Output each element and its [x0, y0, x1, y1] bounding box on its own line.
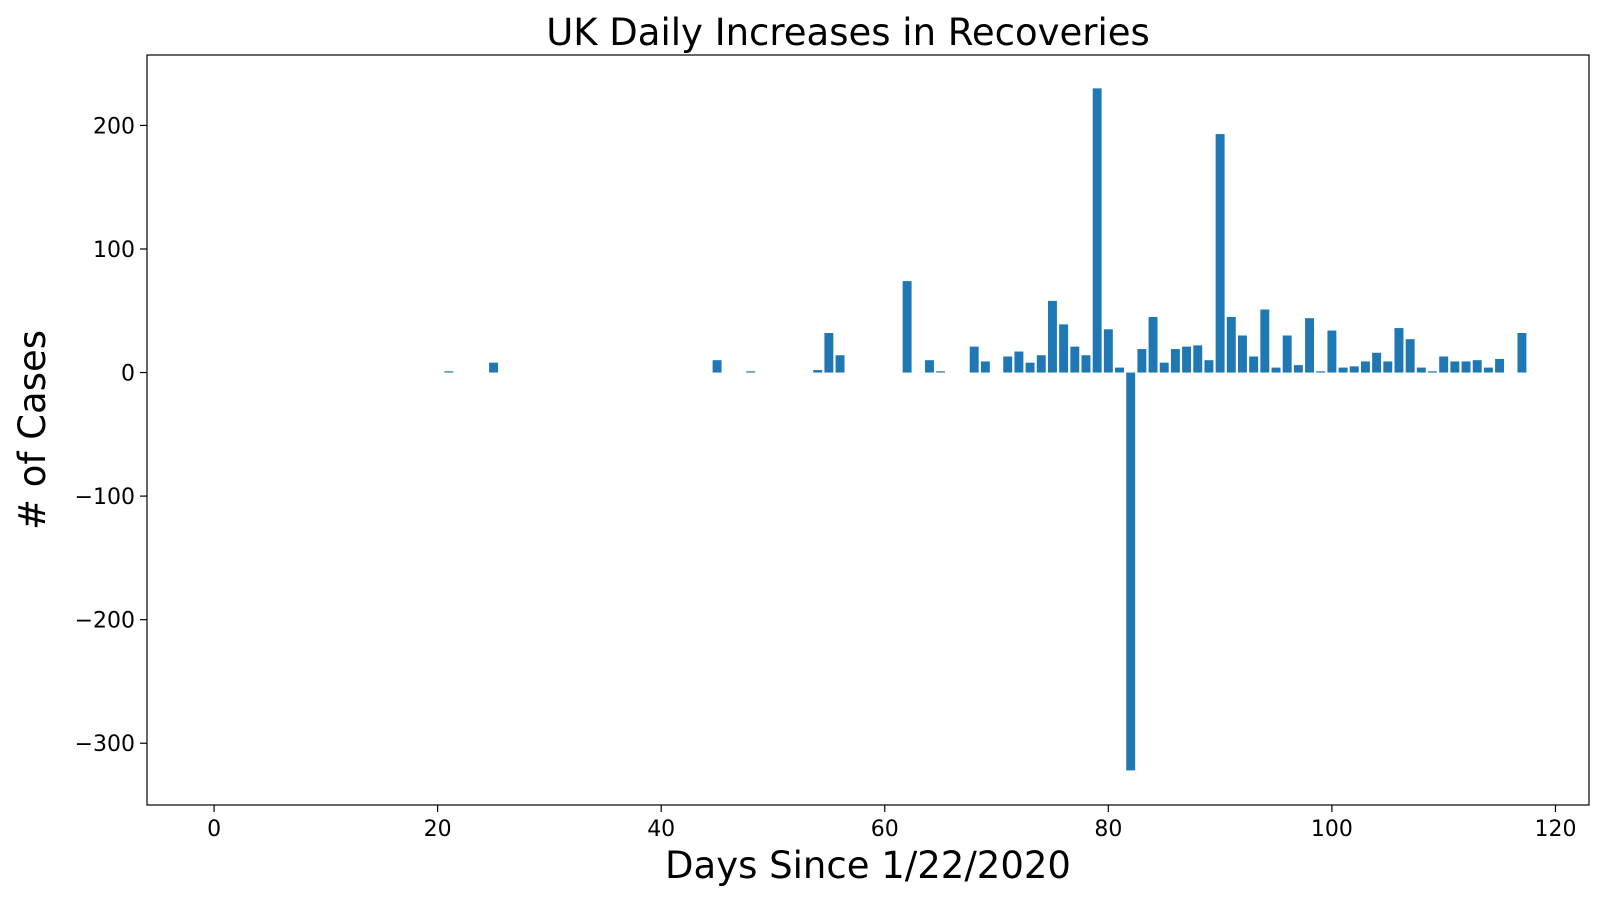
x-axis-ticks: 0 20 40 60 80 100 120: [207, 805, 1576, 842]
bar: [1461, 361, 1471, 373]
bar: [1439, 356, 1449, 373]
y-axis-ticks: −300 −200 −100 0 100 200: [75, 114, 147, 757]
bar: [1517, 333, 1527, 373]
bar: [1238, 335, 1247, 373]
bar: [902, 281, 912, 373]
x-tick-label: 80: [1094, 817, 1122, 842]
bar: [1416, 367, 1426, 373]
bar: [1316, 371, 1326, 373]
bar: [1148, 316, 1158, 373]
y-axis-label: # of Cases: [11, 330, 54, 530]
bar: [1126, 372, 1136, 771]
bar: [1360, 361, 1370, 373]
bar: [1327, 330, 1337, 373]
bar: [1003, 356, 1013, 373]
bar: [824, 333, 834, 373]
bar: [1394, 328, 1404, 373]
bar: [1170, 349, 1180, 373]
bar: [1249, 356, 1259, 373]
bar: [1293, 365, 1303, 373]
bar: [1070, 346, 1080, 373]
y-tick-label: −200: [75, 609, 135, 634]
bar: [489, 362, 498, 373]
y-tick-label: 100: [93, 238, 135, 263]
x-tick-label: 40: [647, 817, 675, 842]
bar: [936, 371, 946, 373]
bar: [1260, 309, 1270, 373]
bar: [835, 355, 845, 373]
bar: [1204, 360, 1214, 373]
bar: [1193, 345, 1203, 373]
bar: [1349, 366, 1359, 373]
x-tick-label: 120: [1534, 817, 1576, 842]
bar: [1137, 349, 1147, 373]
y-tick-label: −100: [75, 485, 135, 510]
bar: [1483, 367, 1493, 373]
bar: [1338, 367, 1348, 373]
bar: [444, 371, 454, 373]
y-tick-label: 0: [121, 362, 135, 387]
bar: [925, 360, 934, 373]
bar: [1081, 355, 1091, 373]
bar: [712, 360, 722, 373]
bar: [1405, 339, 1415, 373]
bar: [1271, 367, 1281, 373]
bar: [1450, 361, 1460, 373]
x-tick-label: 20: [424, 817, 452, 842]
bars-group: [444, 88, 1527, 771]
bar: [1159, 362, 1169, 373]
x-tick-label: 60: [871, 817, 899, 842]
x-axis-label: Days Since 1/22/2020: [665, 844, 1071, 887]
x-tick-label: 0: [207, 817, 221, 842]
plot-frame: [146, 54, 1590, 806]
bar: [1059, 324, 1069, 373]
x-tick-label: 100: [1311, 817, 1353, 842]
y-tick-label: −300: [75, 732, 135, 757]
bar: [1092, 88, 1102, 373]
bar: [1014, 351, 1024, 373]
bar: [813, 370, 823, 373]
bar: [1036, 355, 1046, 373]
bar: [1115, 367, 1124, 373]
bar: [746, 371, 756, 373]
bar: [1383, 361, 1393, 373]
bar: [1047, 300, 1057, 373]
bar: [1182, 346, 1192, 373]
bar: [1472, 360, 1482, 373]
bar: [980, 361, 990, 373]
bar: [969, 346, 979, 373]
y-tick-label: 200: [93, 114, 135, 139]
bar: [1305, 318, 1315, 373]
bar: [1025, 362, 1035, 373]
bar: [1495, 358, 1505, 373]
bar: [1226, 316, 1236, 373]
bar: [1282, 335, 1292, 373]
bar: [1428, 371, 1437, 373]
chart-title: UK Daily Increases in Recoveries: [546, 11, 1150, 54]
bar: [1103, 329, 1113, 373]
bar: [1372, 352, 1382, 373]
bar: [1215, 134, 1225, 373]
